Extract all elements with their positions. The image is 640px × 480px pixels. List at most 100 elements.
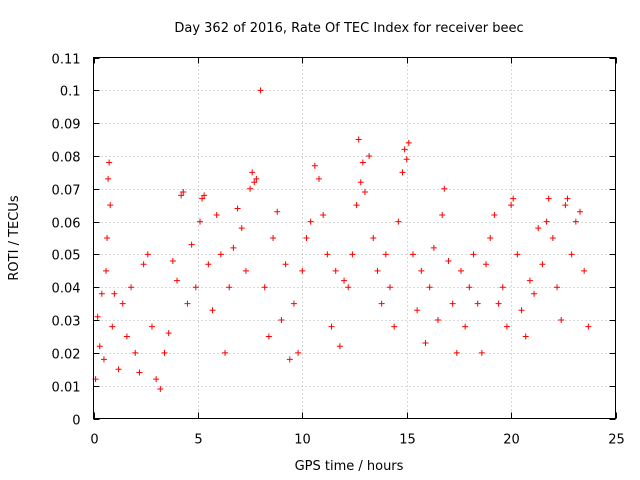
data-point	[180, 189, 187, 196]
data-point	[230, 244, 237, 251]
data-point	[457, 267, 464, 274]
data-point	[503, 323, 510, 330]
data-point	[209, 307, 216, 314]
data-point	[382, 251, 389, 258]
data-point	[403, 156, 410, 163]
axis-ticks	[93, 57, 617, 420]
data-point	[414, 307, 421, 314]
data-point	[422, 340, 429, 347]
data-point	[320, 212, 327, 219]
data-point	[251, 179, 258, 186]
data-point	[148, 323, 155, 330]
data-point	[462, 323, 469, 330]
data-point	[192, 284, 199, 291]
data-point	[522, 333, 529, 340]
grid-lines	[93, 57, 616, 419]
data-point	[378, 300, 385, 307]
data-point	[531, 290, 538, 297]
data-point	[359, 159, 366, 166]
data-point	[585, 323, 592, 330]
data-point	[564, 195, 571, 202]
data-point	[169, 257, 176, 264]
data-point	[261, 284, 268, 291]
data-point	[178, 192, 185, 199]
data-point	[201, 192, 208, 199]
data-point	[510, 195, 517, 202]
data-point	[395, 218, 402, 225]
y-tick-label: 0.03	[52, 315, 81, 330]
data-point	[140, 261, 147, 268]
data-point	[196, 218, 203, 225]
data-point	[123, 333, 130, 340]
data-point	[242, 267, 249, 274]
data-point	[445, 257, 452, 264]
data-point	[543, 218, 550, 225]
data-point	[282, 261, 289, 268]
x-tick-label: 15	[399, 433, 416, 448]
data-point	[466, 284, 473, 291]
data-point	[391, 323, 398, 330]
data-point	[577, 208, 584, 215]
data-point	[257, 87, 264, 94]
data-point	[205, 261, 212, 268]
x-tick-labels: 0 5 10 15 20 25	[90, 433, 624, 448]
data-point	[355, 136, 362, 143]
x-tick-label: 10	[294, 433, 311, 448]
x-axis-label: GPS time / hours	[295, 459, 404, 474]
data-point	[199, 195, 206, 202]
data-point	[286, 356, 293, 363]
data-point	[418, 267, 425, 274]
data-point	[514, 251, 521, 258]
data-point	[449, 300, 456, 307]
y-tick-label: 0.09	[52, 118, 81, 133]
data-point	[357, 179, 364, 186]
data-points	[92, 87, 592, 392]
data-point	[132, 349, 139, 356]
data-point	[144, 251, 151, 258]
y-tick-label: 0.02	[52, 348, 81, 363]
data-point	[349, 251, 356, 258]
data-point	[217, 251, 224, 258]
data-point	[386, 284, 393, 291]
data-point	[526, 277, 533, 284]
data-point	[104, 235, 111, 241]
data-point	[499, 284, 506, 291]
data-point	[265, 333, 272, 340]
chart-title: Day 362 of 2016, Rate Of TEC Index for r…	[174, 21, 523, 36]
data-point	[441, 185, 448, 192]
data-point	[549, 235, 556, 241]
y-tick-label: 0.05	[52, 249, 81, 264]
y-tick-label: 0.07	[52, 184, 81, 199]
y-axis-label: ROTI / TECUs	[7, 195, 22, 280]
data-point	[278, 317, 285, 324]
x-tick-label: 20	[503, 433, 520, 448]
data-point	[518, 307, 525, 314]
data-point	[316, 175, 323, 182]
data-point	[336, 343, 343, 350]
data-point	[426, 284, 433, 291]
data-point	[345, 284, 352, 291]
data-point	[409, 251, 416, 258]
data-point	[109, 323, 116, 330]
data-point	[307, 218, 314, 225]
data-point	[222, 349, 229, 356]
data-point	[568, 251, 575, 258]
data-point	[136, 369, 143, 376]
data-point	[487, 235, 494, 241]
data-point	[157, 385, 164, 392]
data-point	[491, 212, 498, 219]
data-point	[478, 349, 485, 356]
data-point	[295, 349, 302, 356]
data-point	[562, 202, 569, 209]
data-point	[439, 212, 446, 219]
data-point	[341, 277, 348, 284]
data-point	[161, 349, 168, 356]
data-point	[401, 146, 408, 153]
y-tick-label: 0.08	[52, 151, 81, 166]
data-point	[311, 162, 318, 169]
data-point	[226, 284, 233, 291]
data-point	[474, 300, 481, 307]
data-point	[107, 202, 114, 209]
data-point	[324, 251, 331, 258]
